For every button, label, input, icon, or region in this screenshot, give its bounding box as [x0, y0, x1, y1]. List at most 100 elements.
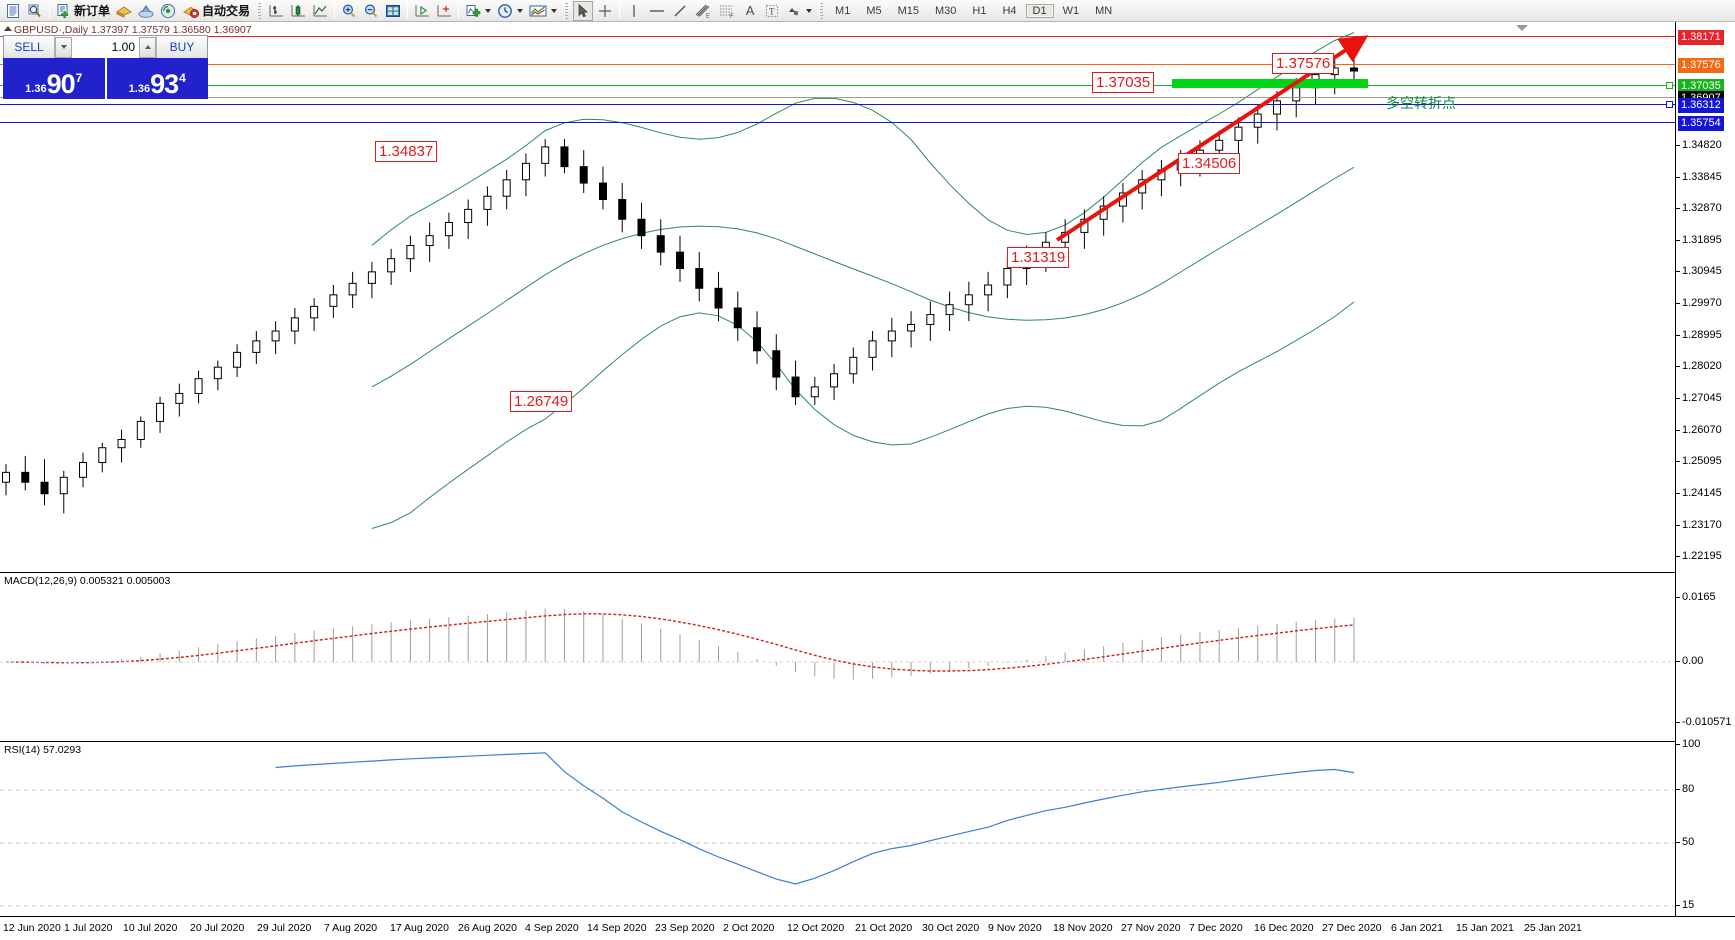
- cursor-icon[interactable]: [573, 0, 594, 21]
- level-line-136907: [0, 97, 1675, 98]
- pane-collapse-icon[interactable]: [1516, 25, 1528, 31]
- scale-value: 1.22195: [1682, 550, 1722, 562]
- time-label: 20 Jul 2020: [190, 922, 245, 934]
- scale-tick: [1676, 842, 1680, 843]
- indicators-dropdown-caret[interactable]: [485, 8, 492, 13]
- timeframe-m30[interactable]: M30: [935, 4, 957, 17]
- level-line-136312[interactable]: [0, 104, 1675, 105]
- toolbar-grip[interactable]: [819, 2, 824, 19]
- scale-value: 1.33845: [1682, 171, 1722, 183]
- buy-label[interactable]: BUY: [157, 36, 207, 58]
- bar-chart-icon[interactable]: [266, 1, 286, 21]
- level-line-138171[interactable]: [0, 36, 1675, 37]
- volume-decrease-button[interactable]: [55, 36, 72, 58]
- anno-134506[interactable]: 1.34506: [1178, 153, 1241, 174]
- volume-input[interactable]: 1.00: [111, 40, 135, 54]
- signals-icon[interactable]: [158, 1, 178, 21]
- data-window-icon[interactable]: [25, 1, 45, 21]
- shapes-dropdown-caret[interactable]: [806, 8, 813, 13]
- crosshair-icon[interactable]: [595, 1, 615, 21]
- level-handle-137035[interactable]: [1666, 82, 1673, 89]
- anno-137035[interactable]: 1.37035: [1092, 72, 1155, 93]
- auto-trading-button[interactable]: 自动交易: [180, 1, 252, 21]
- rsi-pane[interactable]: RSI(14) 57.0293: [0, 741, 1675, 916]
- scale-tick: [1676, 556, 1680, 557]
- anno-126749[interactable]: 1.26749: [510, 391, 573, 412]
- new-order-button[interactable]: 新订单: [54, 1, 112, 21]
- timeframe-m5[interactable]: M5: [866, 4, 882, 17]
- timeframe-m1[interactable]: M1: [835, 4, 851, 17]
- trendline-icon[interactable]: [670, 1, 690, 21]
- svg-text:E: E: [706, 13, 710, 19]
- price-scale[interactable]: 1.381711.375761.370351.369071.363121.357…: [1675, 22, 1735, 916]
- zoom-in-icon[interactable]: [339, 1, 359, 21]
- vertical-line-icon[interactable]: [624, 1, 644, 21]
- timeframe-m15[interactable]: M15: [897, 4, 919, 17]
- anno-131319[interactable]: 1.31319: [1007, 247, 1070, 268]
- line-chart-icon[interactable]: [310, 1, 330, 21]
- symbol-header-label: GBPUSD·,Daily 1.37397 1.37579 1.36580 1.…: [14, 24, 252, 36]
- scale-tick: [1676, 177, 1680, 178]
- period-icon[interactable]: [495, 1, 515, 21]
- sell-button[interactable]: 1.36 90 7: [3, 58, 107, 99]
- equidistant-channel-icon[interactable]: E: [692, 1, 714, 21]
- chart-shift-icon[interactable]: [412, 1, 432, 21]
- rsi-label: RSI(14) 57.0293: [4, 744, 82, 756]
- market-watch-icon[interactable]: [3, 1, 23, 21]
- time-label: 29 Jul 2020: [257, 922, 312, 934]
- time-label: 16 Dec 2020: [1254, 922, 1314, 934]
- scale-value: 1.31895: [1682, 234, 1722, 246]
- level-line-137576[interactable]: [0, 64, 1675, 65]
- toolbar-grip[interactable]: [564, 2, 569, 19]
- buy-price-fraction: 4: [179, 71, 186, 85]
- level-line-137035[interactable]: [0, 85, 1675, 86]
- candlestick-chart-icon[interactable]: [288, 1, 308, 21]
- volume-increase-button[interactable]: [139, 36, 156, 58]
- timeframe-w1[interactable]: W1: [1062, 4, 1080, 17]
- time-axis[interactable]: 12 Jun 2020 1 Jul 2020 10 Jul 2020 20 Jul 2…: [0, 916, 1735, 940]
- timeframe-mn[interactable]: MN: [1095, 4, 1113, 17]
- scale-value: 15: [1682, 899, 1695, 911]
- one-click-trading-panel[interactable]: SELL 1.00 BUY 1.36 90 7 1.36: [3, 35, 208, 99]
- price-pane[interactable]: GBPUSD·,Daily 1.37397 1.37579 1.36580 1.…: [0, 22, 1675, 571]
- macd-pane[interactable]: MACD(12,26,9) 0.005321 0.005003: [0, 572, 1675, 740]
- volume-stepper[interactable]: 1.00: [54, 36, 157, 58]
- level-line-135754[interactable]: [0, 122, 1675, 123]
- templates-dropdown-caret[interactable]: [551, 8, 558, 13]
- time-label: 26 Aug 2020: [458, 922, 517, 934]
- pane-expand-icon[interactable]: [4, 26, 12, 31]
- zoom-out-icon[interactable]: [361, 1, 381, 21]
- rsi-plot: [0, 752, 1675, 907]
- time-label: 18 Nov 2020: [1053, 922, 1113, 934]
- shapes-icon[interactable]: [784, 1, 804, 21]
- templates-icon[interactable]: [527, 1, 549, 21]
- scale-tick: [1676, 722, 1680, 723]
- time-label: 4 Sep 2020: [525, 922, 579, 934]
- timeframe-h1[interactable]: H1: [972, 4, 987, 17]
- price-badge-137035: 1.37035: [1678, 79, 1724, 94]
- macd-label: MACD(12,26,9) 0.005321 0.005003: [4, 575, 171, 587]
- timeframe-d1[interactable]: D1: [1025, 3, 1054, 18]
- chart-canvas-area[interactable]: GBPUSD·,Daily 1.37397 1.37579 1.36580 1.…: [0, 22, 1735, 940]
- toolbar-grip[interactable]: [257, 2, 262, 19]
- buy-button[interactable]: 1.36 93 4: [106, 58, 208, 99]
- text-label-icon[interactable]: T: [762, 1, 782, 21]
- period-dropdown-caret[interactable]: [517, 8, 524, 13]
- tile-windows-icon[interactable]: [383, 1, 403, 21]
- scale-tick: [1676, 208, 1680, 209]
- sell-label[interactable]: SELL: [4, 36, 54, 58]
- scale-value: 1.34820: [1682, 139, 1722, 151]
- strategy-tester-icon[interactable]: [136, 1, 156, 21]
- horizontal-line-icon[interactable]: [646, 1, 668, 21]
- anno-137576[interactable]: 1.37576: [1272, 53, 1335, 74]
- auto-scroll-icon[interactable]: [434, 1, 454, 21]
- price-badge-135754: 1.35754: [1678, 116, 1724, 131]
- terminal-icon[interactable]: [114, 1, 134, 21]
- indicators-icon[interactable]: [463, 1, 483, 21]
- level-handle-136312[interactable]: [1666, 101, 1673, 108]
- scale-tick: [1676, 430, 1680, 431]
- anno-134837[interactable]: 1.34837: [375, 141, 438, 162]
- text-icon[interactable]: A: [745, 3, 755, 18]
- timeframe-h4[interactable]: H4: [1002, 4, 1017, 17]
- fibonacci-icon[interactable]: F: [716, 1, 738, 21]
